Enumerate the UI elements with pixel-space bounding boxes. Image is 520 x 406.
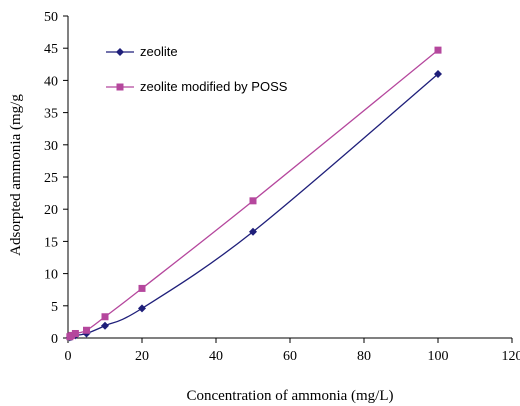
x-tick-label: 20 xyxy=(135,349,149,364)
x-tick-label: 120 xyxy=(502,349,520,364)
x-ticks: 0 20 40 60 80 100 120 xyxy=(65,338,520,364)
x-tick-label: 80 xyxy=(357,349,371,364)
y-tick-label: 45 xyxy=(44,42,58,57)
series-2-point xyxy=(71,329,79,337)
legend: zeolite zeolite modified by POSS xyxy=(106,44,288,94)
y-tick-label: 20 xyxy=(44,203,58,218)
y-tick-label: 25 xyxy=(44,171,58,186)
legend-label: zeolite xyxy=(140,44,178,59)
y-ticks: 0 5 10 15 20 25 30 35 40 45 50 xyxy=(44,10,68,347)
x-axis-title: Concentration of ammonia (mg/L) xyxy=(186,388,393,404)
y-tick-label: 35 xyxy=(44,107,58,122)
series-1-point xyxy=(138,304,146,313)
y-tick-label: 40 xyxy=(44,74,58,89)
series-1-line xyxy=(69,73,439,338)
legend-item-2: zeolite modified by POSS xyxy=(106,79,288,94)
series-layer xyxy=(65,46,442,342)
x-tick-label: 60 xyxy=(283,349,297,364)
series-2-point xyxy=(138,284,146,292)
x-tick-label: 0 xyxy=(65,349,72,364)
y-tick-label: 10 xyxy=(44,268,58,283)
y-tick-label: 5 xyxy=(51,300,58,315)
y-tick-label: 15 xyxy=(44,235,58,250)
y-axis-title: Adsorpted ammonia (mg/g xyxy=(8,94,24,256)
y-tick-label: 50 xyxy=(44,10,58,25)
legend-item-1: zeolite xyxy=(106,44,178,59)
series-2-point xyxy=(434,46,442,54)
series-1-point xyxy=(101,321,109,330)
series-1 xyxy=(65,69,442,342)
x-tick-label: 100 xyxy=(428,349,449,364)
series-2 xyxy=(66,46,442,341)
plot-area: 0 5 10 15 20 25 30 35 40 45 50 0 20 40 60 80 100 120 xyxy=(44,10,520,364)
series-1-point xyxy=(434,69,442,78)
legend-marker xyxy=(116,48,124,56)
y-tick-label: 0 xyxy=(51,332,58,347)
y-tick-label: 30 xyxy=(44,139,58,154)
legend-marker xyxy=(116,83,124,91)
series-1-point xyxy=(249,227,257,236)
legend-label: zeolite modified by POSS xyxy=(140,79,288,94)
series-2-point xyxy=(249,197,257,205)
series-2-point xyxy=(83,326,90,334)
series-2-point xyxy=(68,331,76,339)
x-tick-label: 40 xyxy=(209,349,223,364)
series-2-point xyxy=(101,313,109,321)
